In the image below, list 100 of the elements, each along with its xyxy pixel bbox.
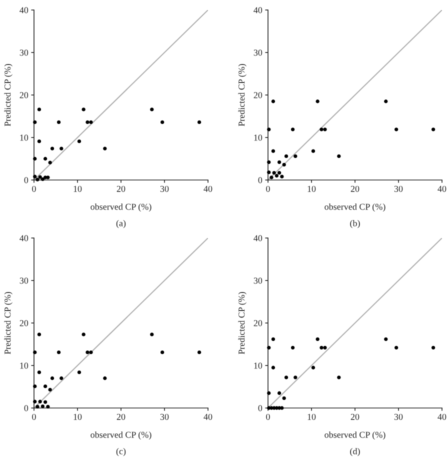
- point: [282, 396, 286, 400]
- point: [37, 332, 42, 336]
- point: [267, 391, 271, 395]
- x-tick-label: 30: [394, 186, 403, 192]
- point: [290, 346, 295, 350]
- point: [33, 156, 37, 161]
- point: [284, 154, 288, 158]
- point: [267, 128, 271, 132]
- point: [323, 128, 327, 132]
- point: [282, 162, 286, 167]
- y-tick-label: 10: [254, 134, 262, 141]
- point: [280, 406, 284, 410]
- point: [150, 108, 154, 112]
- x-tick-label: 30: [160, 186, 169, 192]
- y-tick-label: 0: [258, 177, 262, 184]
- y-tick-label: 40: [20, 7, 28, 14]
- point: [274, 174, 279, 178]
- point: [43, 384, 48, 388]
- point: [89, 350, 93, 354]
- point: [43, 400, 48, 404]
- point: [197, 120, 202, 124]
- text: (b): [350, 220, 360, 228]
- x-axis-title: observed CP (%): [324, 431, 386, 440]
- point: [160, 350, 164, 354]
- y-tick-label: 20: [254, 320, 262, 326]
- point: [270, 176, 274, 180]
- x-tick-label: 30: [394, 414, 403, 420]
- y-tick-label: 0: [258, 405, 262, 412]
- point: [103, 376, 107, 380]
- point: [337, 376, 341, 380]
- x-tick-label: 0: [266, 186, 270, 192]
- point: [277, 391, 282, 395]
- x-tick-label: 10: [74, 414, 82, 420]
- point: [150, 332, 154, 336]
- point: [272, 170, 276, 175]
- point: [394, 128, 398, 132]
- x-tick-label: 10: [308, 414, 316, 420]
- y-tick-label: 20: [20, 320, 28, 326]
- x-tick-label: 40: [204, 186, 212, 192]
- text: (d): [350, 448, 360, 456]
- text: (a): [116, 220, 126, 228]
- point: [384, 337, 388, 341]
- x-tick-label: 10: [74, 186, 82, 192]
- point: [56, 120, 61, 124]
- x-tick-label: 20: [350, 414, 360, 420]
- point: [311, 149, 316, 153]
- x-tick-label: 0: [32, 186, 36, 192]
- y-tick-label: 30: [20, 50, 28, 56]
- point: [267, 170, 271, 174]
- point: [267, 160, 271, 164]
- point: [48, 388, 52, 392]
- point: [33, 350, 37, 354]
- point: [89, 120, 93, 124]
- point: [294, 376, 298, 380]
- y-axis-title: Predicted CP (%): [4, 64, 12, 126]
- x-axis-title: observed CP (%): [324, 203, 386, 212]
- x-tick-label: 20: [116, 186, 126, 192]
- point: [60, 376, 64, 380]
- y-tick-label: 40: [20, 235, 28, 242]
- point: [33, 120, 37, 124]
- point: [271, 100, 276, 104]
- point: [48, 160, 52, 164]
- point: [384, 100, 388, 104]
- x-tick-label: 30: [160, 414, 169, 420]
- y-tick-label: 40: [254, 7, 262, 14]
- x-axis-title: observed CP (%): [90, 203, 152, 212]
- point: [280, 174, 284, 178]
- point: [37, 108, 42, 112]
- point: [267, 346, 271, 350]
- x-axis-title: observed CP (%): [90, 431, 152, 440]
- point: [197, 350, 202, 354]
- y-tick-label: 30: [20, 278, 28, 284]
- y-axis-title: Predicted CP (%): [4, 292, 12, 354]
- point: [103, 146, 107, 150]
- point: [46, 176, 50, 180]
- point: [271, 149, 276, 153]
- y-tick-label: 10: [254, 362, 262, 369]
- x-tick-label: 20: [350, 186, 360, 192]
- x-tick-label: 0: [266, 414, 270, 420]
- point: [320, 346, 324, 350]
- point: [50, 376, 54, 380]
- point: [311, 366, 316, 370]
- x-tick-label: 0: [32, 414, 36, 420]
- point: [277, 170, 282, 175]
- y-tick-label: 10: [20, 362, 28, 369]
- point: [86, 350, 90, 354]
- point: [50, 146, 54, 150]
- point: [316, 100, 320, 104]
- point: [277, 160, 282, 164]
- x-tick-label: 20: [116, 414, 126, 420]
- point: [36, 404, 40, 409]
- point: [316, 337, 320, 341]
- point: [271, 337, 276, 341]
- point: [323, 346, 327, 350]
- point: [284, 376, 288, 380]
- point: [38, 175, 42, 179]
- y-tick-label: 20: [254, 92, 262, 98]
- point: [40, 404, 45, 408]
- x-tick-label: 40: [438, 414, 446, 420]
- point: [294, 154, 298, 158]
